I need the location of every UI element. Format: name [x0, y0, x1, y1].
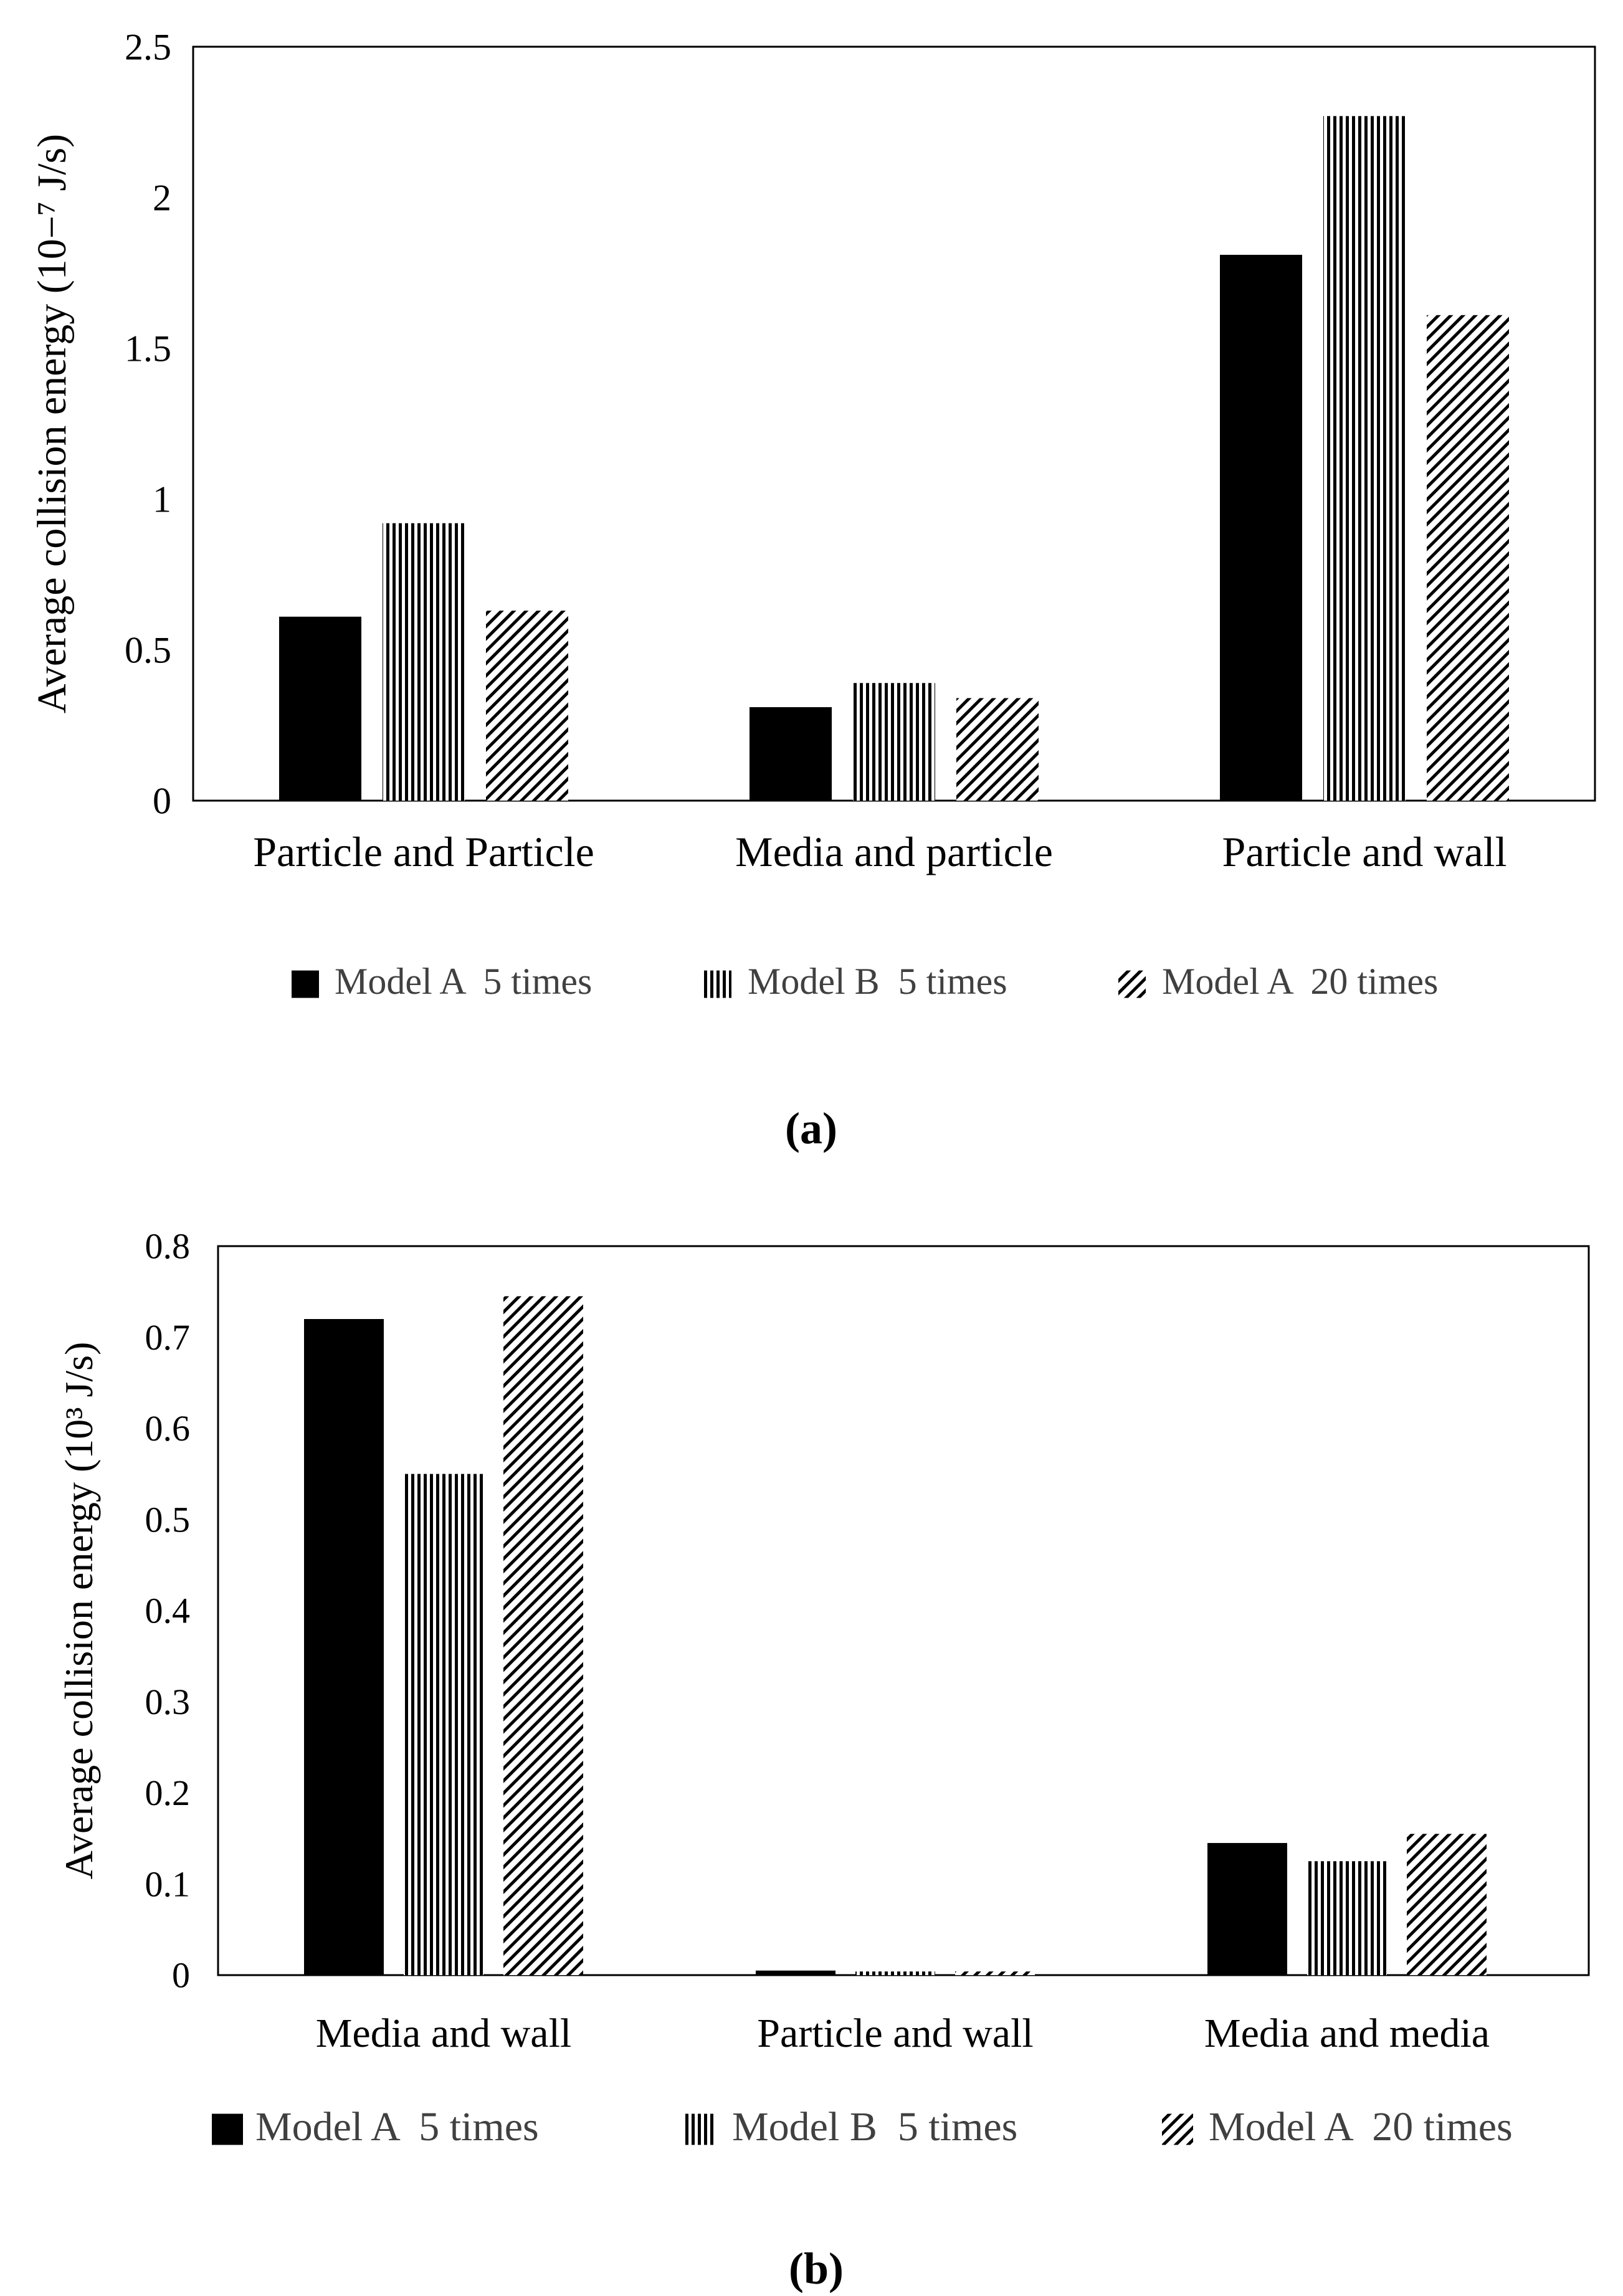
bar-particle-and-wall-series-3	[1427, 315, 1509, 801]
bar-media-and-media-series-3	[1407, 1834, 1487, 1975]
x-category-label: Particle and Particle	[253, 828, 594, 875]
bar-particle-and-wall-series-1	[1220, 254, 1302, 801]
x-category-label: Media and particle	[735, 828, 1053, 875]
chart-b-bars	[304, 1296, 1487, 1975]
y-tick-label: 0.4	[145, 1591, 191, 1631]
legend-label-2: Model B 5 times	[732, 2104, 1017, 2150]
bar-particle-and-wall-series-1	[756, 1970, 835, 1975]
y-tick-label: 1	[153, 479, 171, 520]
chart-a-x-axis: Particle and Particle Media and particle P…	[253, 828, 1506, 875]
y-tick-label: 0.5	[145, 1499, 191, 1540]
legend-label-2: Model B 5 times	[748, 961, 1007, 1002]
bar-particle-and-particle-series-3	[486, 611, 568, 801]
y-tick-label: 0.6	[145, 1408, 191, 1449]
chart-a-y-axis: 0 0.5 1 1.5 2 2.5	[125, 26, 171, 821]
legend-label-3: Model A 20 times	[1209, 2104, 1513, 2150]
bar-media-and-wall-series-3	[503, 1296, 583, 1975]
chart-b: 0 0.1 0.2 0.3 0.4 0.5 0.6 0.7 0.8 Media and wall…	[57, 1226, 1590, 2294]
bar-particle-and-particle-series-1	[279, 616, 361, 801]
x-category-label: Particle and wall	[1222, 828, 1507, 875]
bar-media-and-wall-series-1	[304, 1319, 384, 1975]
bar-media-and-media-series-1	[1207, 1842, 1287, 1975]
legend-swatch-2	[704, 970, 731, 998]
bar-particle-and-wall-series-3	[955, 1971, 1035, 1975]
y-tick-label: 0	[172, 1955, 190, 1996]
bar-media-and-particle-series-2	[853, 683, 935, 801]
chart-b-y-axis: 0 0.1 0.2 0.3 0.4 0.5 0.6 0.7 0.8	[145, 1226, 191, 1996]
legend-label-3: Model A 20 times	[1162, 961, 1438, 1002]
y-tick-label: 0.5	[125, 629, 171, 670]
y-tick-label: 2.5	[125, 26, 171, 67]
x-category-label: Media and wall	[316, 2011, 572, 2056]
chart-a: 0 0.5 1 1.5 2 2.5 Particle and Particle Media …	[29, 26, 1596, 1153]
y-tick-label: 0	[153, 780, 171, 821]
y-tick-label: 1.5	[125, 328, 171, 369]
y-tick-label: 0.7	[145, 1317, 191, 1358]
bar-media-and-particle-series-1	[750, 707, 832, 801]
legend-swatch-3	[1162, 2113, 1193, 2145]
chart-b-legend: Model A 5 times Model B 5 times Model A 20…	[212, 2104, 1513, 2150]
legend-label-1: Model A 5 times	[335, 961, 592, 1002]
bar-particle-and-wall-series-2	[855, 1971, 935, 1975]
y-tick-label: 0.3	[145, 1682, 191, 1722]
y-tick-label: 0.1	[145, 1864, 191, 1904]
y-tick-label: 0.8	[145, 1226, 191, 1267]
legend-swatch-2	[685, 2113, 716, 2145]
legend-swatch-1	[212, 2113, 243, 2145]
chart-a-panel-label: (a)	[785, 1103, 837, 1153]
chart-a-legend: Model A 5 times Model B 5 times Model A 20…	[292, 961, 1438, 1002]
chart-b-y-axis-label: Average collision energy (10³ J/s)	[57, 1342, 101, 1880]
y-tick-label: 0.2	[145, 1773, 191, 1813]
bar-media-and-media-series-2	[1307, 1861, 1387, 1975]
chart-b-panel-label: (b)	[789, 2244, 844, 2294]
chart-a-y-axis-label: Average collision energy (10−⁷ J/s)	[29, 134, 75, 713]
legend-swatch-3	[1118, 970, 1146, 998]
x-category-label: Media and media	[1204, 2011, 1490, 2056]
legend-label-1: Model A 5 times	[255, 2104, 539, 2150]
legend-swatch-1	[292, 970, 319, 998]
y-tick-label: 2	[153, 177, 171, 218]
chart-a-bars	[279, 116, 1509, 801]
chart-b-x-axis: Media and wall Particle and wall Media and…	[316, 2011, 1490, 2056]
bar-media-and-wall-series-2	[404, 1474, 483, 1975]
x-category-label: Particle and wall	[757, 2011, 1034, 2056]
bar-particle-and-wall-series-2	[1323, 116, 1406, 801]
bar-particle-and-particle-series-2	[383, 523, 465, 801]
bar-media-and-particle-series-3	[956, 698, 1039, 801]
